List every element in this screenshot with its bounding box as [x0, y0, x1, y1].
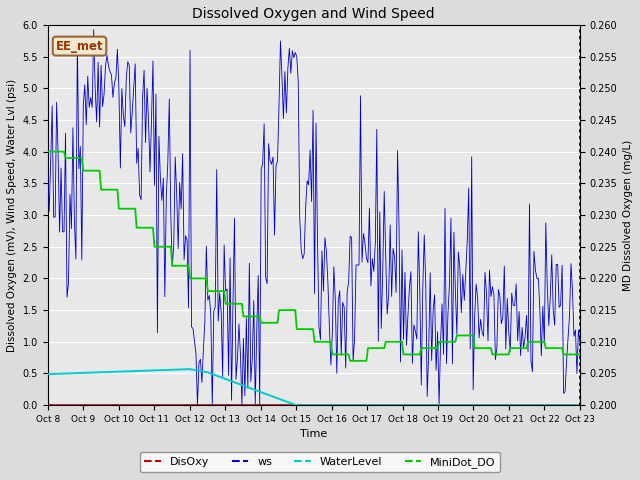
Y-axis label: Dissolved Oxygen (mV), Wind Speed, Water Lvl (psi): Dissolved Oxygen (mV), Wind Speed, Water…: [7, 78, 17, 351]
Y-axis label: MD Dissolved Oxygen (mg/L): MD Dissolved Oxygen (mg/L): [623, 139, 633, 291]
Legend: DisOxy, ws, WaterLevel, MiniDot_DO: DisOxy, ws, WaterLevel, MiniDot_DO: [140, 452, 500, 472]
Title: Dissolved Oxygen and Wind Speed: Dissolved Oxygen and Wind Speed: [193, 7, 435, 21]
Text: EE_met: EE_met: [56, 40, 103, 53]
X-axis label: Time: Time: [300, 430, 328, 440]
